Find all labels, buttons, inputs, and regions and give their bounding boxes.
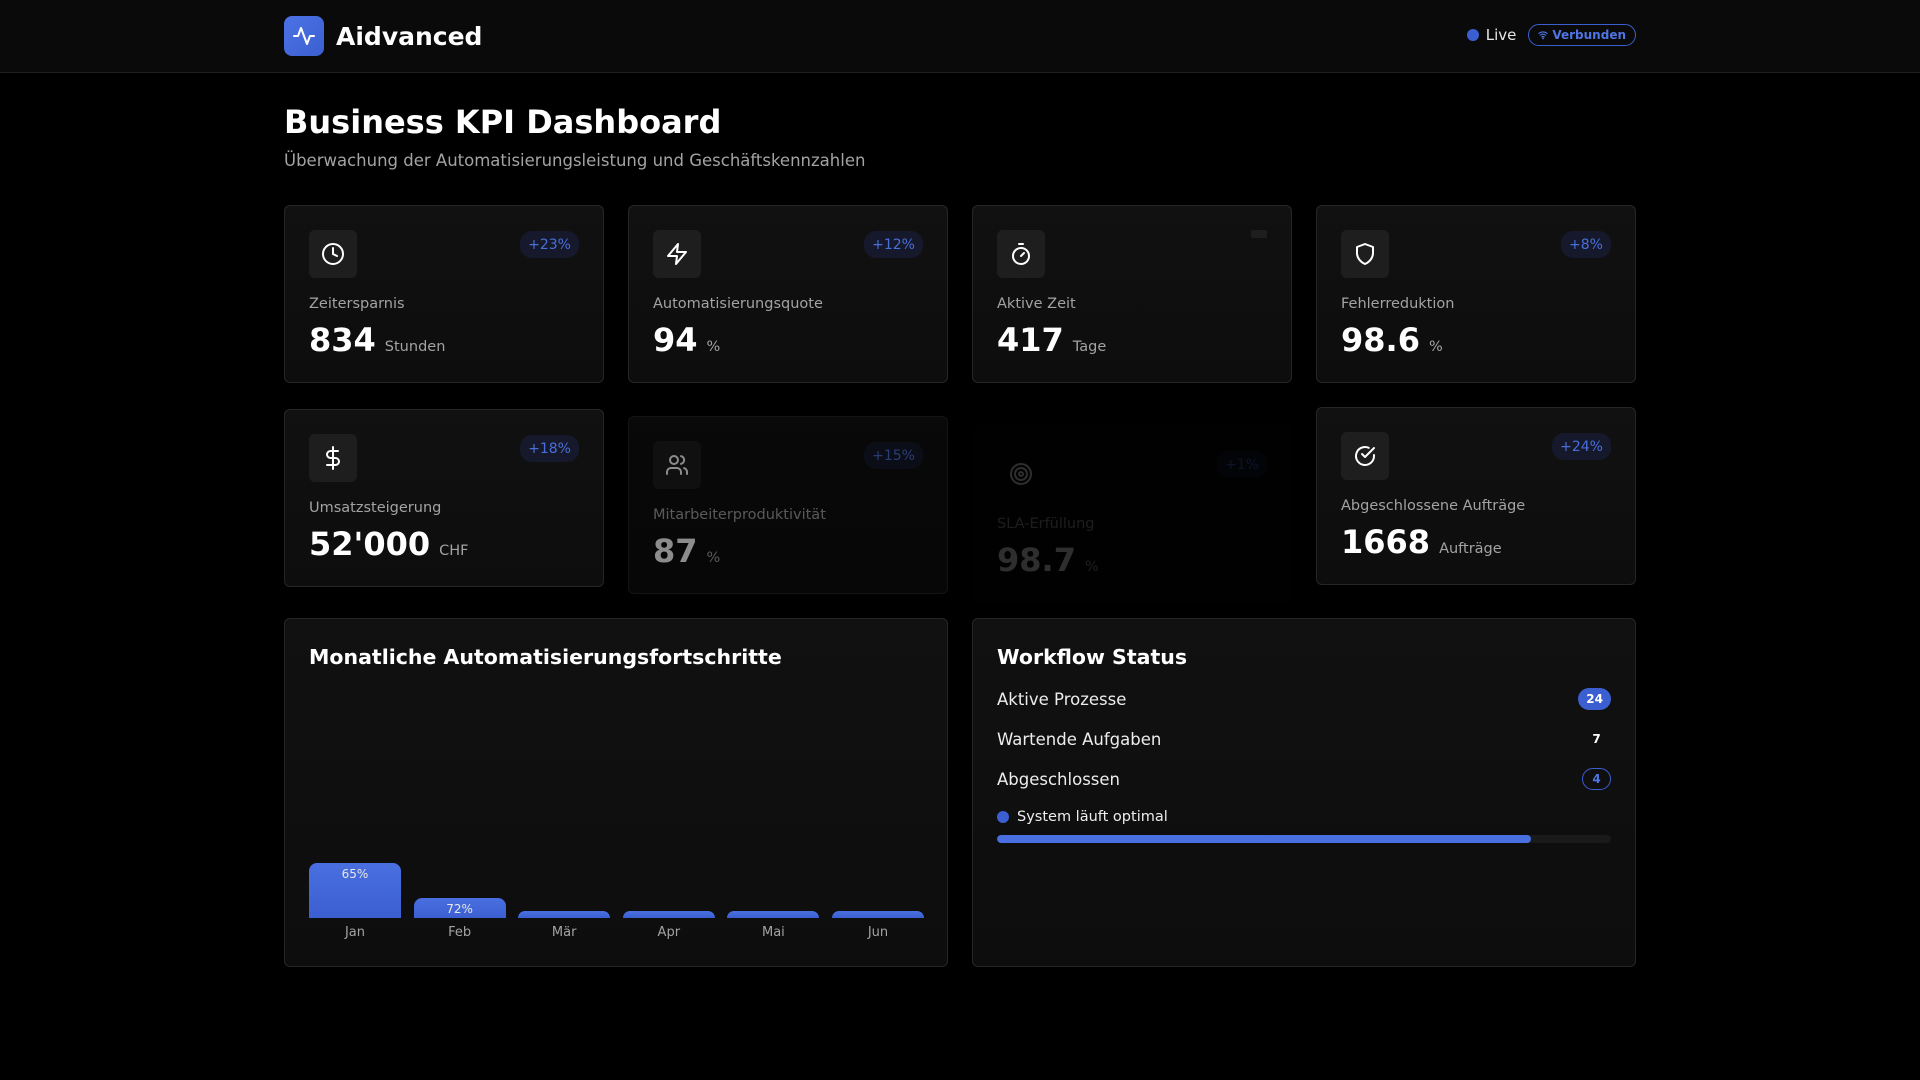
kpi-card-umsatzsteigerung[interactable]: +18% Umsatzsteigerung 52'000 CHF <box>284 409 604 587</box>
live-label: Live <box>1485 26 1517 44</box>
kpi-value: 98.7 <box>997 541 1076 579</box>
kpi-card-fehlerreduktion[interactable]: +8% Fehlerreduktion 98.6% <box>1316 205 1636 383</box>
bar-category-label: Jan <box>344 925 366 940</box>
brand[interactable]: Aidvanced <box>284 16 482 56</box>
kpi-value: 98.6 <box>1341 321 1420 359</box>
kpi-card-abgeschlossene-auftraege[interactable]: +24% Abgeschlossene Aufträge 1668 Aufträg… <box>1316 407 1636 585</box>
kpi-unit: Tage <box>1072 339 1107 355</box>
kpi-label: Abgeschlossene Aufträge <box>1341 498 1526 514</box>
connection-badge: Verbunden <box>1528 24 1636 46</box>
monthly-progress-panel: Monatliche Automatisierungsfortschritte … <box>284 618 948 967</box>
target-icon <box>997 450 1045 498</box>
kpi-unit: % <box>1428 339 1443 355</box>
kpi-unit: % <box>706 550 721 566</box>
trend-badge: +24% <box>1552 433 1611 460</box>
kpi-card-mitarbeiterproduktivitaet[interactable]: +15% Mitarbeiterproduktivität 87% <box>628 416 948 594</box>
system-status: System läuft optimal <box>997 809 1168 825</box>
kpi-value: 94 <box>653 321 698 359</box>
bar-category-label: Feb <box>448 925 472 940</box>
bar-category-label: Jun <box>867 925 889 940</box>
workflow-label: Abgeschlossen <box>997 769 1120 789</box>
kpi-unit: % <box>1084 559 1099 575</box>
kpi-label: Mitarbeiterproduktivität <box>653 507 826 523</box>
connection-status: Live Verbunden <box>1466 24 1636 46</box>
bar-1 <box>413 898 506 918</box>
kpi-unit: CHF <box>439 543 469 559</box>
live-dot-icon <box>1466 29 1479 41</box>
kpi-label: Fehlerreduktion <box>1341 296 1455 312</box>
system-status-label: System läuft optimal <box>1017 809 1168 825</box>
lightning-icon <box>653 230 701 278</box>
count-badge: 4 <box>1582 768 1611 790</box>
dollar-icon <box>309 434 357 482</box>
trend-badge: +8% <box>1561 231 1611 258</box>
count-badge: 7 <box>1592 732 1601 746</box>
bar-category-label: Mai <box>761 925 785 940</box>
workflow-row[interactable]: Aktive Prozesse 24 <box>997 686 1611 712</box>
kpi-unit: Stunden <box>384 339 446 355</box>
kpi-card-zeitersparnis[interactable]: +23% Zeitersparnis 834 Stunden <box>284 205 604 383</box>
check-circle-icon <box>1341 432 1389 480</box>
bar-0 <box>309 863 401 918</box>
kpi-value: 834 <box>309 321 376 359</box>
wifi-icon <box>1538 30 1549 40</box>
trend-badge <box>1251 230 1267 238</box>
kpi-value: 1668 <box>1341 523 1431 561</box>
activity-icon <box>284 16 324 56</box>
users-icon <box>653 441 701 489</box>
bar-value-label: 65% <box>341 867 369 881</box>
kpi-card-aktive-zeit[interactable]: Aktive Zeit 417 Tage <box>972 205 1292 383</box>
brand-name: Aidvanced <box>336 21 483 51</box>
kpi-unit: Aufträge <box>1439 541 1502 557</box>
kpi-label: SLA-Erfüllung <box>997 516 1095 532</box>
status-dot-icon <box>997 811 1009 823</box>
page-title: Business KPI Dashboard <box>284 103 722 141</box>
workflow-row[interactable]: Wartende Aufgaben 7 <box>997 726 1611 752</box>
workflow-row[interactable]: Abgeschlossen 4 <box>997 766 1611 792</box>
page-subtitle: Überwachung der Automatisierungsleistung… <box>284 151 866 170</box>
trend-badge: +23% <box>520 231 579 258</box>
shield-icon <box>1341 230 1389 278</box>
clock-icon <box>309 230 357 278</box>
bar-5 <box>832 911 924 918</box>
bar-value-label: 72% <box>446 902 473 916</box>
bar-category-label: Apr <box>657 925 681 940</box>
kpi-label: Umsatzsteigerung <box>309 500 442 516</box>
bar-2 <box>518 911 611 918</box>
kpi-value: 87 <box>653 532 698 570</box>
kpi-value: 417 <box>997 321 1064 359</box>
trend-badge: +18% <box>520 435 579 462</box>
trend-badge: +15% <box>864 442 923 469</box>
system-progress-bar <box>997 835 1611 843</box>
kpi-unit: % <box>706 339 721 355</box>
kpi-card-automatisierungsquote[interactable]: +12% Automatisierungsquote 94% <box>628 205 948 383</box>
count-badge: 24 <box>1578 688 1611 710</box>
workflow-status-panel: Workflow Status Aktive Prozesse 24 Warte… <box>972 618 1636 967</box>
kpi-value: 52'000 <box>309 525 431 563</box>
trend-badge: +1% <box>1217 451 1267 478</box>
workflow-label: Wartende Aufgaben <box>997 729 1162 749</box>
connection-label: Verbunden <box>1552 28 1626 42</box>
stopwatch-icon <box>997 230 1045 278</box>
kpi-label: Aktive Zeit <box>997 296 1076 312</box>
panel-title: Monatliche Automatisierungsfortschritte <box>309 645 782 669</box>
system-progress-fill <box>997 835 1532 843</box>
top-bar: Aidvanced Live Verbunden <box>0 0 1920 73</box>
bar-category-label: Mär <box>551 925 577 940</box>
kpi-label: Automatisierungsquote <box>653 296 823 312</box>
panel-title: Workflow Status <box>997 645 1188 669</box>
trend-badge: +12% <box>864 231 923 258</box>
kpi-label: Zeitersparnis <box>309 296 405 312</box>
bar-3 <box>622 911 715 918</box>
kpi-card-sla-erfuellung[interactable]: +1% SLA-Erfüllung 98.7% <box>972 425 1292 603</box>
bar-4 <box>727 911 820 918</box>
workflow-label: Aktive Prozesse <box>997 689 1127 709</box>
